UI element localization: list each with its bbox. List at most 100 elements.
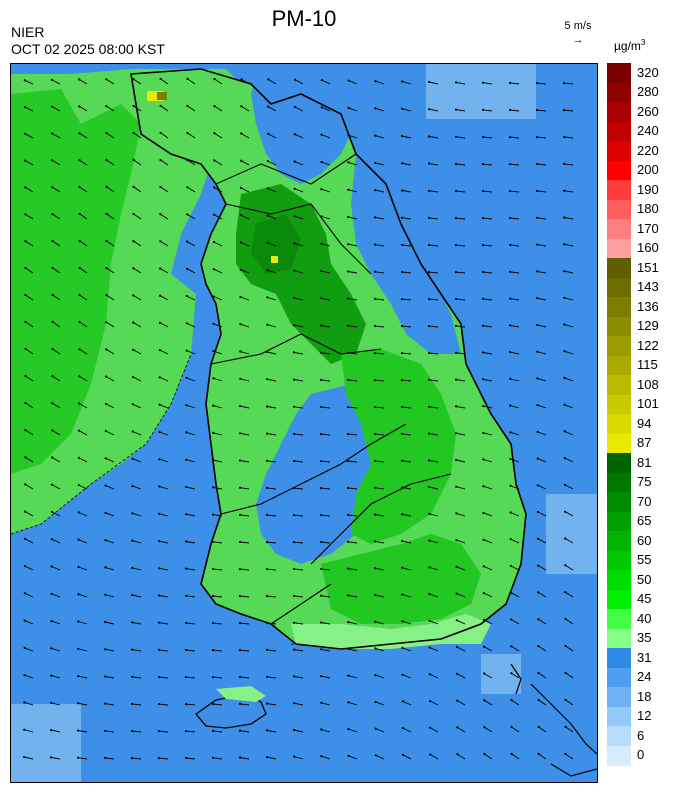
wind-arrow-head: [185, 648, 188, 652]
wind-arrow-head: [509, 511, 512, 514]
wind-arrow-icon: [348, 648, 358, 652]
wind-arrow-head: [320, 701, 323, 704]
wind-arrow-icon: [158, 703, 169, 706]
wind-arrow-head: [455, 162, 458, 165]
wind-arrow-head: [509, 351, 512, 354]
wind-arrow-icon: [456, 459, 466, 463]
wind-arrow-head: [185, 567, 188, 570]
wind-arrow-icon: [159, 513, 169, 517]
wind-arrow-head: [51, 105, 54, 108]
colorbar-tick-label: 108: [637, 376, 659, 392]
wind-arrow-icon: [456, 566, 466, 571]
wind-arrow-head: [239, 675, 242, 679]
colorbar-tick-label: 115: [637, 357, 658, 373]
wind-arrow-head: [401, 405, 404, 409]
wind-arrow-icon: [294, 79, 304, 85]
wind-arrow-head: [347, 540, 350, 543]
wind-arrow-head: [158, 485, 161, 488]
wind-arrow-icon: [159, 567, 169, 571]
wind-arrow-icon: [185, 703, 196, 706]
wind-arrow-head: [77, 620, 80, 623]
wind-arrow-head: [51, 429, 54, 432]
wind-arrow-head: [185, 267, 189, 270]
wind-arrow-head: [131, 675, 134, 678]
wind-arrow-icon: [402, 81, 412, 85]
wind-arrow-head: [374, 161, 377, 164]
wind-arrow-head: [510, 618, 513, 621]
wind-arrow-head: [104, 620, 107, 624]
wind-arrow-icon: [267, 378, 277, 382]
wind-arrow-icon: [348, 594, 358, 598]
wind-arrow-head: [50, 620, 53, 623]
wind-arrow-icon: [483, 485, 493, 490]
wind-arrow-head: [51, 402, 54, 405]
map-panel[interactable]: [10, 63, 598, 783]
wind-arrow-icon: [186, 486, 196, 490]
wind-arrow-icon: [133, 240, 142, 247]
colorbar-tick-label: 70: [637, 493, 652, 509]
wind-arrow-head: [347, 351, 350, 354]
wind-arrow-head: [24, 401, 27, 405]
wind-arrow-icon: [563, 82, 574, 85]
wind-arrow-head: [509, 297, 512, 300]
wind-arrow-icon: [51, 566, 61, 571]
wind-arrow-icon: [348, 243, 358, 247]
wind-arrow-head: [104, 457, 107, 460]
wind-arrow-head: [320, 648, 323, 651]
wind-arrow-icon: [106, 213, 115, 220]
wind-arrow-icon: [429, 673, 439, 679]
wind-arrow-head: [401, 243, 404, 246]
wind-arrow-head: [186, 213, 189, 216]
wind-arrow-head: [536, 297, 539, 300]
wind-arrow-icon: [240, 514, 250, 517]
wind-arrow-icon: [187, 186, 196, 193]
wind-arrow-head: [185, 458, 188, 461]
wind-arrow-head: [536, 270, 539, 273]
wind-arrow-head: [159, 158, 162, 162]
wind-arrow-head: [158, 540, 161, 543]
wind-arrow-head: [563, 457, 567, 460]
wind-arrow-head: [23, 592, 26, 595]
wind-arrow-head: [213, 186, 216, 189]
colorbar-tick-label: 40: [637, 610, 652, 626]
wind-arrow-icon: [24, 729, 34, 733]
wind-arrow-icon: [402, 567, 412, 571]
wind-arrow-head: [24, 456, 27, 459]
wind-arrow-head: [509, 457, 512, 461]
wind-arrow-head: [374, 647, 377, 650]
wind-arrow-head: [265, 541, 269, 544]
colorbar-cell: [607, 160, 631, 181]
wind-arrow-head: [104, 430, 107, 433]
wind-arrow-icon: [106, 321, 115, 328]
wind-arrow-icon: [52, 267, 61, 274]
wind-arrow-head: [319, 487, 323, 490]
wind-arrow-head: [320, 675, 323, 678]
wind-arrow-icon: [537, 244, 547, 247]
wind-arrow-icon: [185, 676, 196, 679]
wind-arrow-head: [293, 160, 296, 163]
wind-arrow-icon: [78, 511, 88, 517]
wind-arrow-head: [563, 216, 566, 219]
wind-arrow-icon: [51, 457, 61, 463]
wind-arrow-icon: [267, 649, 277, 652]
wind-arrow-icon: [52, 321, 61, 328]
wind-arrow-head: [455, 405, 458, 408]
wind-arrow-icon: [428, 325, 439, 328]
wind-arrow-head: [104, 566, 107, 569]
wind-arrow-icon: [537, 377, 547, 382]
wind-arrow-icon: [538, 699, 547, 706]
wind-arrow-head: [159, 267, 162, 270]
wind-arrow-icon: [24, 565, 34, 571]
wind-arrow-icon: [160, 132, 169, 139]
wind-arrow-head: [132, 267, 135, 270]
wind-arrow-icon: [402, 108, 412, 112]
wind-arrow-icon: [564, 430, 574, 436]
wind-arrow-head: [320, 540, 323, 544]
wind-arrow-head: [158, 376, 161, 379]
wind-arrow-icon: [51, 538, 61, 544]
wind-arrow-head: [455, 512, 458, 515]
wind-arrow-icon: [429, 540, 439, 544]
wind-arrow-icon: [131, 757, 142, 760]
wind-arrow-icon: [132, 349, 142, 355]
wind-arrow-icon: [79, 213, 88, 220]
